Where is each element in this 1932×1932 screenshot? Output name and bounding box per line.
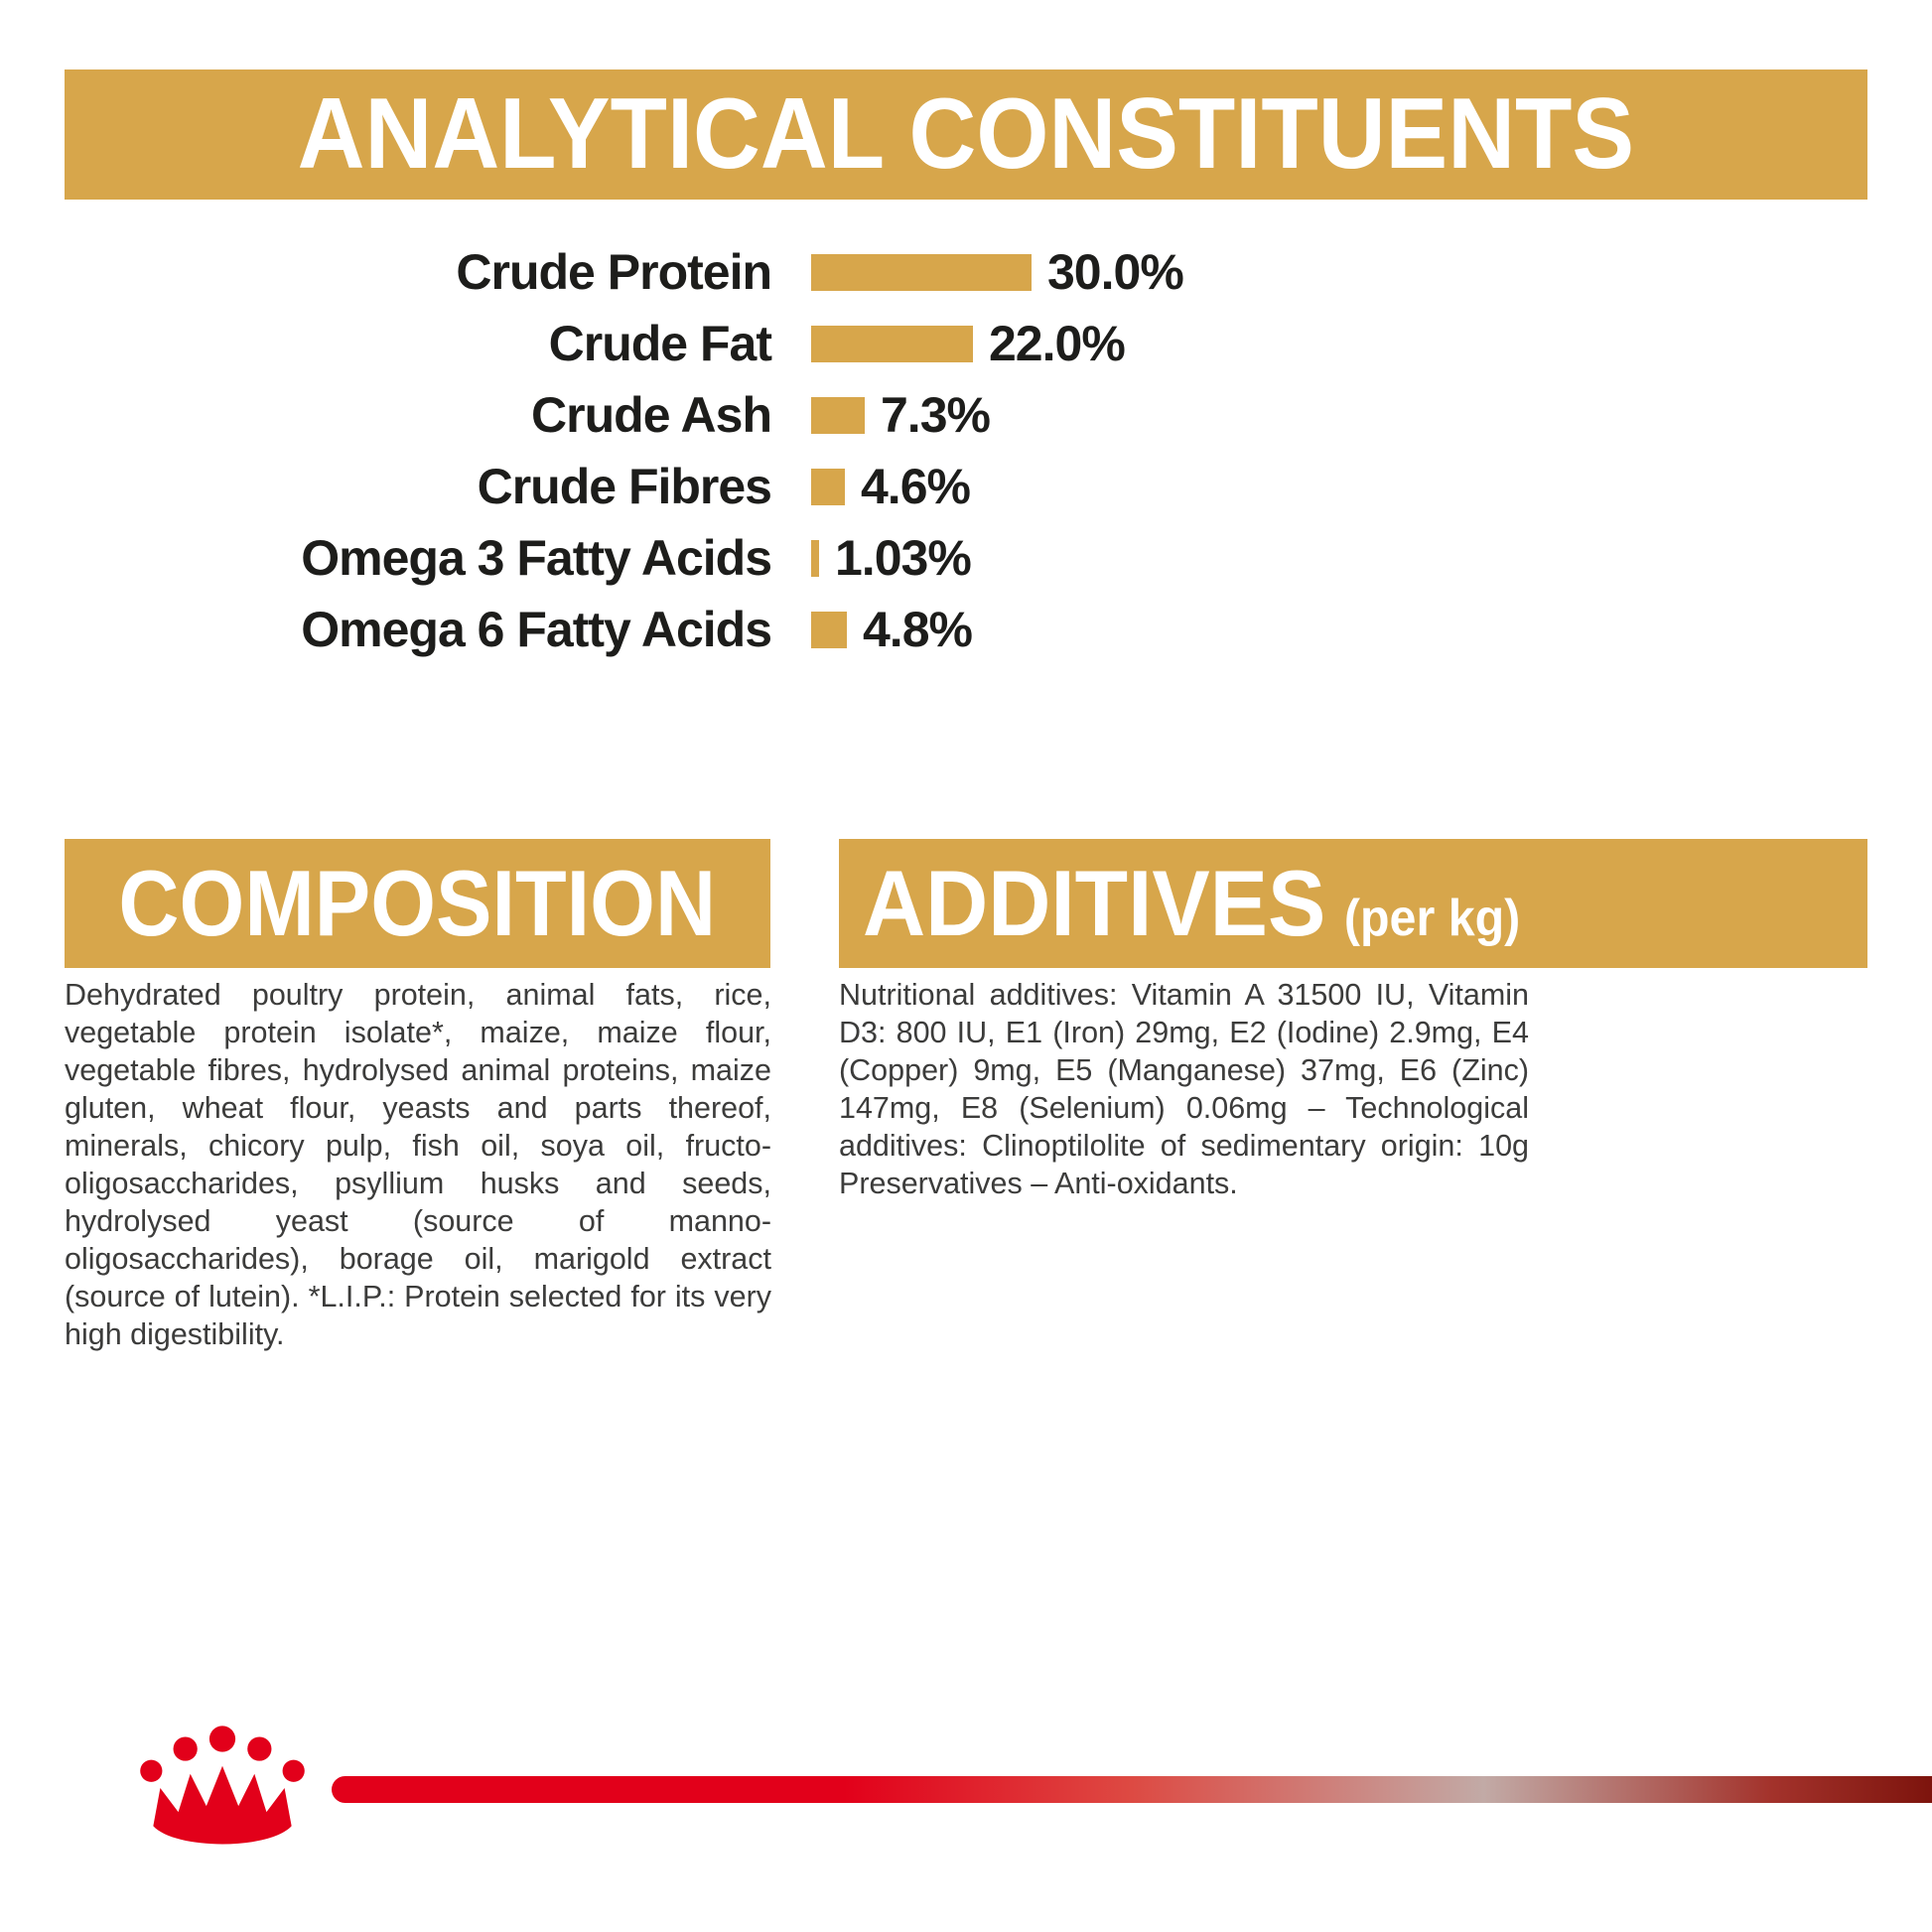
chart-category-label: Crude Fat <box>548 316 772 371</box>
chart-row: Crude Ash 7.3% <box>65 379 1183 451</box>
chart-row: Crude Protein 30.0% <box>65 236 1183 308</box>
composition-title: COMPOSITION <box>118 851 717 955</box>
chart-category-label: Omega 6 Fatty Acids <box>301 602 772 657</box>
chart-row: Omega 3 Fatty Acids 1.03% <box>65 522 1183 594</box>
chart-category-label: Omega 3 Fatty Acids <box>301 530 772 586</box>
royal-canin-crown-icon <box>140 1725 305 1845</box>
chart-row: Omega 6 Fatty Acids 4.8% <box>65 594 1183 665</box>
chart-bar <box>811 468 845 505</box>
chart-category-label: Crude Ash <box>531 387 772 443</box>
additives-title: ADDITIVES <box>863 851 1326 955</box>
chart-value-label: 1.03% <box>835 530 972 586</box>
composition-banner: COMPOSITION <box>65 839 770 968</box>
chart-value-label: 22.0% <box>989 316 1126 371</box>
additives-body: Nutritional additives: Vitamin A 31500 I… <box>839 978 1529 1200</box>
chart-value-label: 4.6% <box>861 459 971 514</box>
additives-title-group: ADDITIVES (per kg) <box>863 850 1520 957</box>
analytical-banner: ANALYTICAL CONSTITUENTS <box>65 69 1867 200</box>
analytical-title: ANALYTICAL CONSTITUENTS <box>297 78 1635 190</box>
chart-bar <box>811 539 819 577</box>
additives-banner: ADDITIVES (per kg) <box>839 839 1867 968</box>
chart-bar <box>811 611 847 648</box>
composition-body: Dehydrated poultry protein, animal fats,… <box>65 978 771 1351</box>
analytical-chart: Crude Protein 30.0% Crude Fat 22.0% Crude As… <box>65 236 1184 665</box>
chart-bar <box>811 253 1032 291</box>
brand-stripe <box>332 1776 1932 1803</box>
chart-bar <box>811 325 973 362</box>
chart-row: Crude Fibres 4.6% <box>65 451 1183 522</box>
additives-unit-label: (per kg) <box>1343 890 1521 947</box>
chart-value-label: 30.0% <box>1047 244 1184 300</box>
chart-category-label: Crude Protein <box>456 244 772 300</box>
chart-value-label: 4.8% <box>863 602 973 657</box>
chart-row: Crude Fat 22.0% <box>65 308 1183 379</box>
chart-bar <box>811 396 865 434</box>
chart-category-label: Crude Fibres <box>477 459 772 514</box>
chart-value-label: 7.3% <box>881 387 991 443</box>
